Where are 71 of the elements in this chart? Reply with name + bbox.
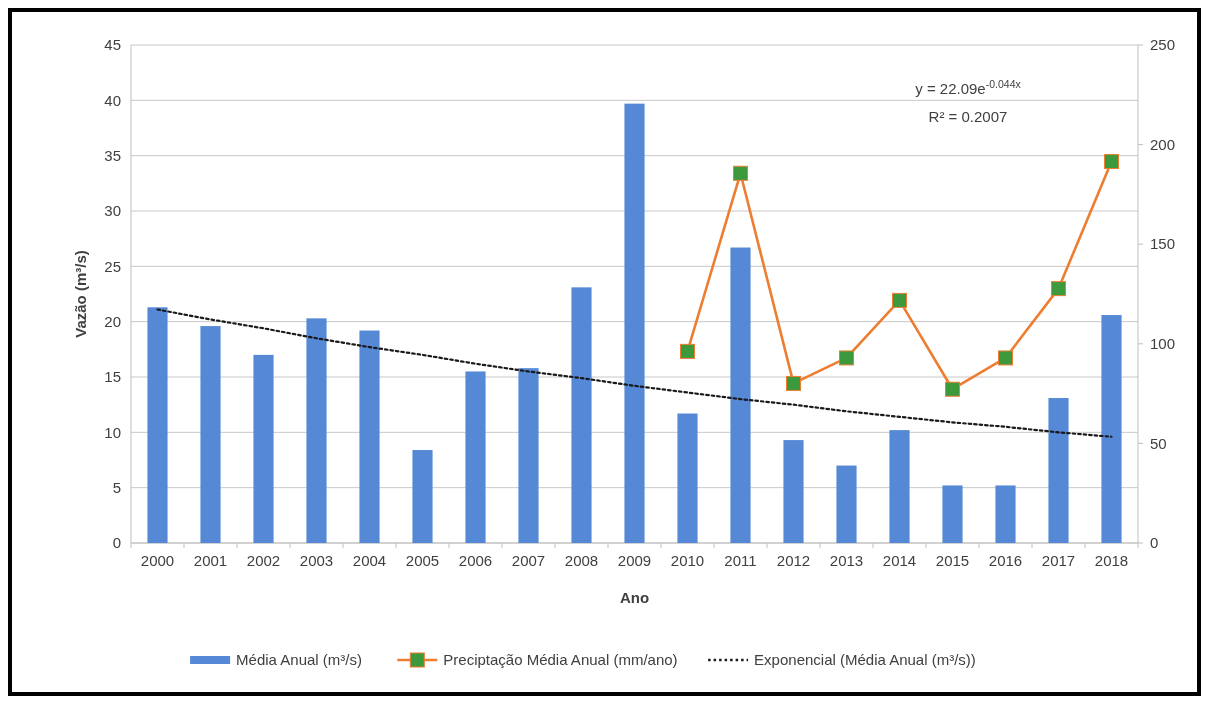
line-series (156, 308, 1113, 438)
y-tick-label: 30 (104, 202, 121, 220)
x-tick-label: 2005 (405, 552, 440, 569)
y-tick-label: 10 (104, 423, 121, 441)
bar (1048, 398, 1069, 543)
x-tick-label: 2013 (829, 552, 864, 569)
annotation: R² = 0.2007 (928, 108, 1008, 125)
y-tick-label: 20 (104, 312, 121, 330)
y-tick-label: 25 (104, 257, 121, 275)
bar (942, 485, 963, 543)
y2-tick-label: 50 (1150, 434, 1167, 452)
x-tick-label: 2002 (246, 552, 281, 569)
bar (147, 307, 168, 543)
bar (518, 368, 539, 543)
point (1051, 281, 1066, 297)
x-tick-label: 2001 (193, 552, 228, 569)
bar (359, 330, 380, 543)
x-tick-label: 2010 (670, 552, 705, 569)
bar (624, 103, 645, 543)
point (945, 381, 960, 397)
y-tick-label: 0 (112, 534, 121, 552)
y-tick-label: 35 (104, 146, 121, 164)
x-tick-label: 2017 (1041, 552, 1076, 569)
y-tick-label: 40 (104, 91, 121, 109)
bar (730, 247, 751, 543)
x-tick-label: 2012 (776, 552, 811, 569)
annotation: y = 22.09e$^{-0.044x}$ (915, 78, 1022, 97)
y2-tick-label: 0 (1150, 534, 1159, 552)
point (1104, 154, 1119, 170)
y-tick-label: 5 (112, 478, 121, 496)
bar (836, 465, 857, 543)
y2-tick-label: 250 (1150, 36, 1176, 54)
legend-label: Média Anual (m³/s) (236, 651, 362, 669)
x-tick-label: 2009 (617, 552, 652, 569)
bar (677, 413, 698, 543)
point (680, 343, 695, 359)
bar (995, 485, 1016, 543)
point (892, 292, 907, 308)
x-tick-label: 2006 (458, 552, 493, 569)
point (998, 350, 1013, 366)
x-tick-label: 2004 (352, 552, 387, 569)
y-axis-title: Vazão (m³/s) (72, 250, 89, 338)
y2-tick-label: 100 (1150, 335, 1176, 353)
point (733, 165, 748, 181)
bar (465, 371, 486, 543)
bar (412, 450, 433, 543)
bar (571, 287, 592, 543)
x-axis-title: Ano (619, 589, 650, 606)
x-tick-label: 2014 (882, 552, 917, 569)
x-tick-label: 2016 (988, 552, 1023, 569)
x-tick-label: 2003 (299, 552, 334, 569)
bar (889, 430, 910, 543)
legend-label: Exponencial (Média Anual (m³/s)) (754, 651, 976, 669)
x-tick-label: 2011 (724, 552, 757, 569)
y-tick-label: 45 (104, 36, 121, 54)
legend-label: Preciptação Média Anual (mm/ano) (443, 651, 678, 669)
bar (200, 326, 221, 543)
x-tick-label: 2015 (935, 552, 970, 569)
x-tick-label: 2018 (1094, 552, 1129, 569)
bar (1101, 315, 1122, 543)
bar (253, 354, 274, 543)
y2-tick-label: 150 (1150, 235, 1176, 253)
y-tick-label: 15 (104, 368, 121, 386)
bar (783, 440, 804, 543)
x-tick-label: 2000 (140, 552, 175, 569)
point (786, 375, 801, 391)
bar (306, 318, 327, 543)
y2-tick-label: 200 (1150, 135, 1176, 153)
x-tick-label: 2008 (564, 552, 599, 569)
x-tick-label: 2007 (511, 552, 546, 569)
point (839, 350, 854, 366)
